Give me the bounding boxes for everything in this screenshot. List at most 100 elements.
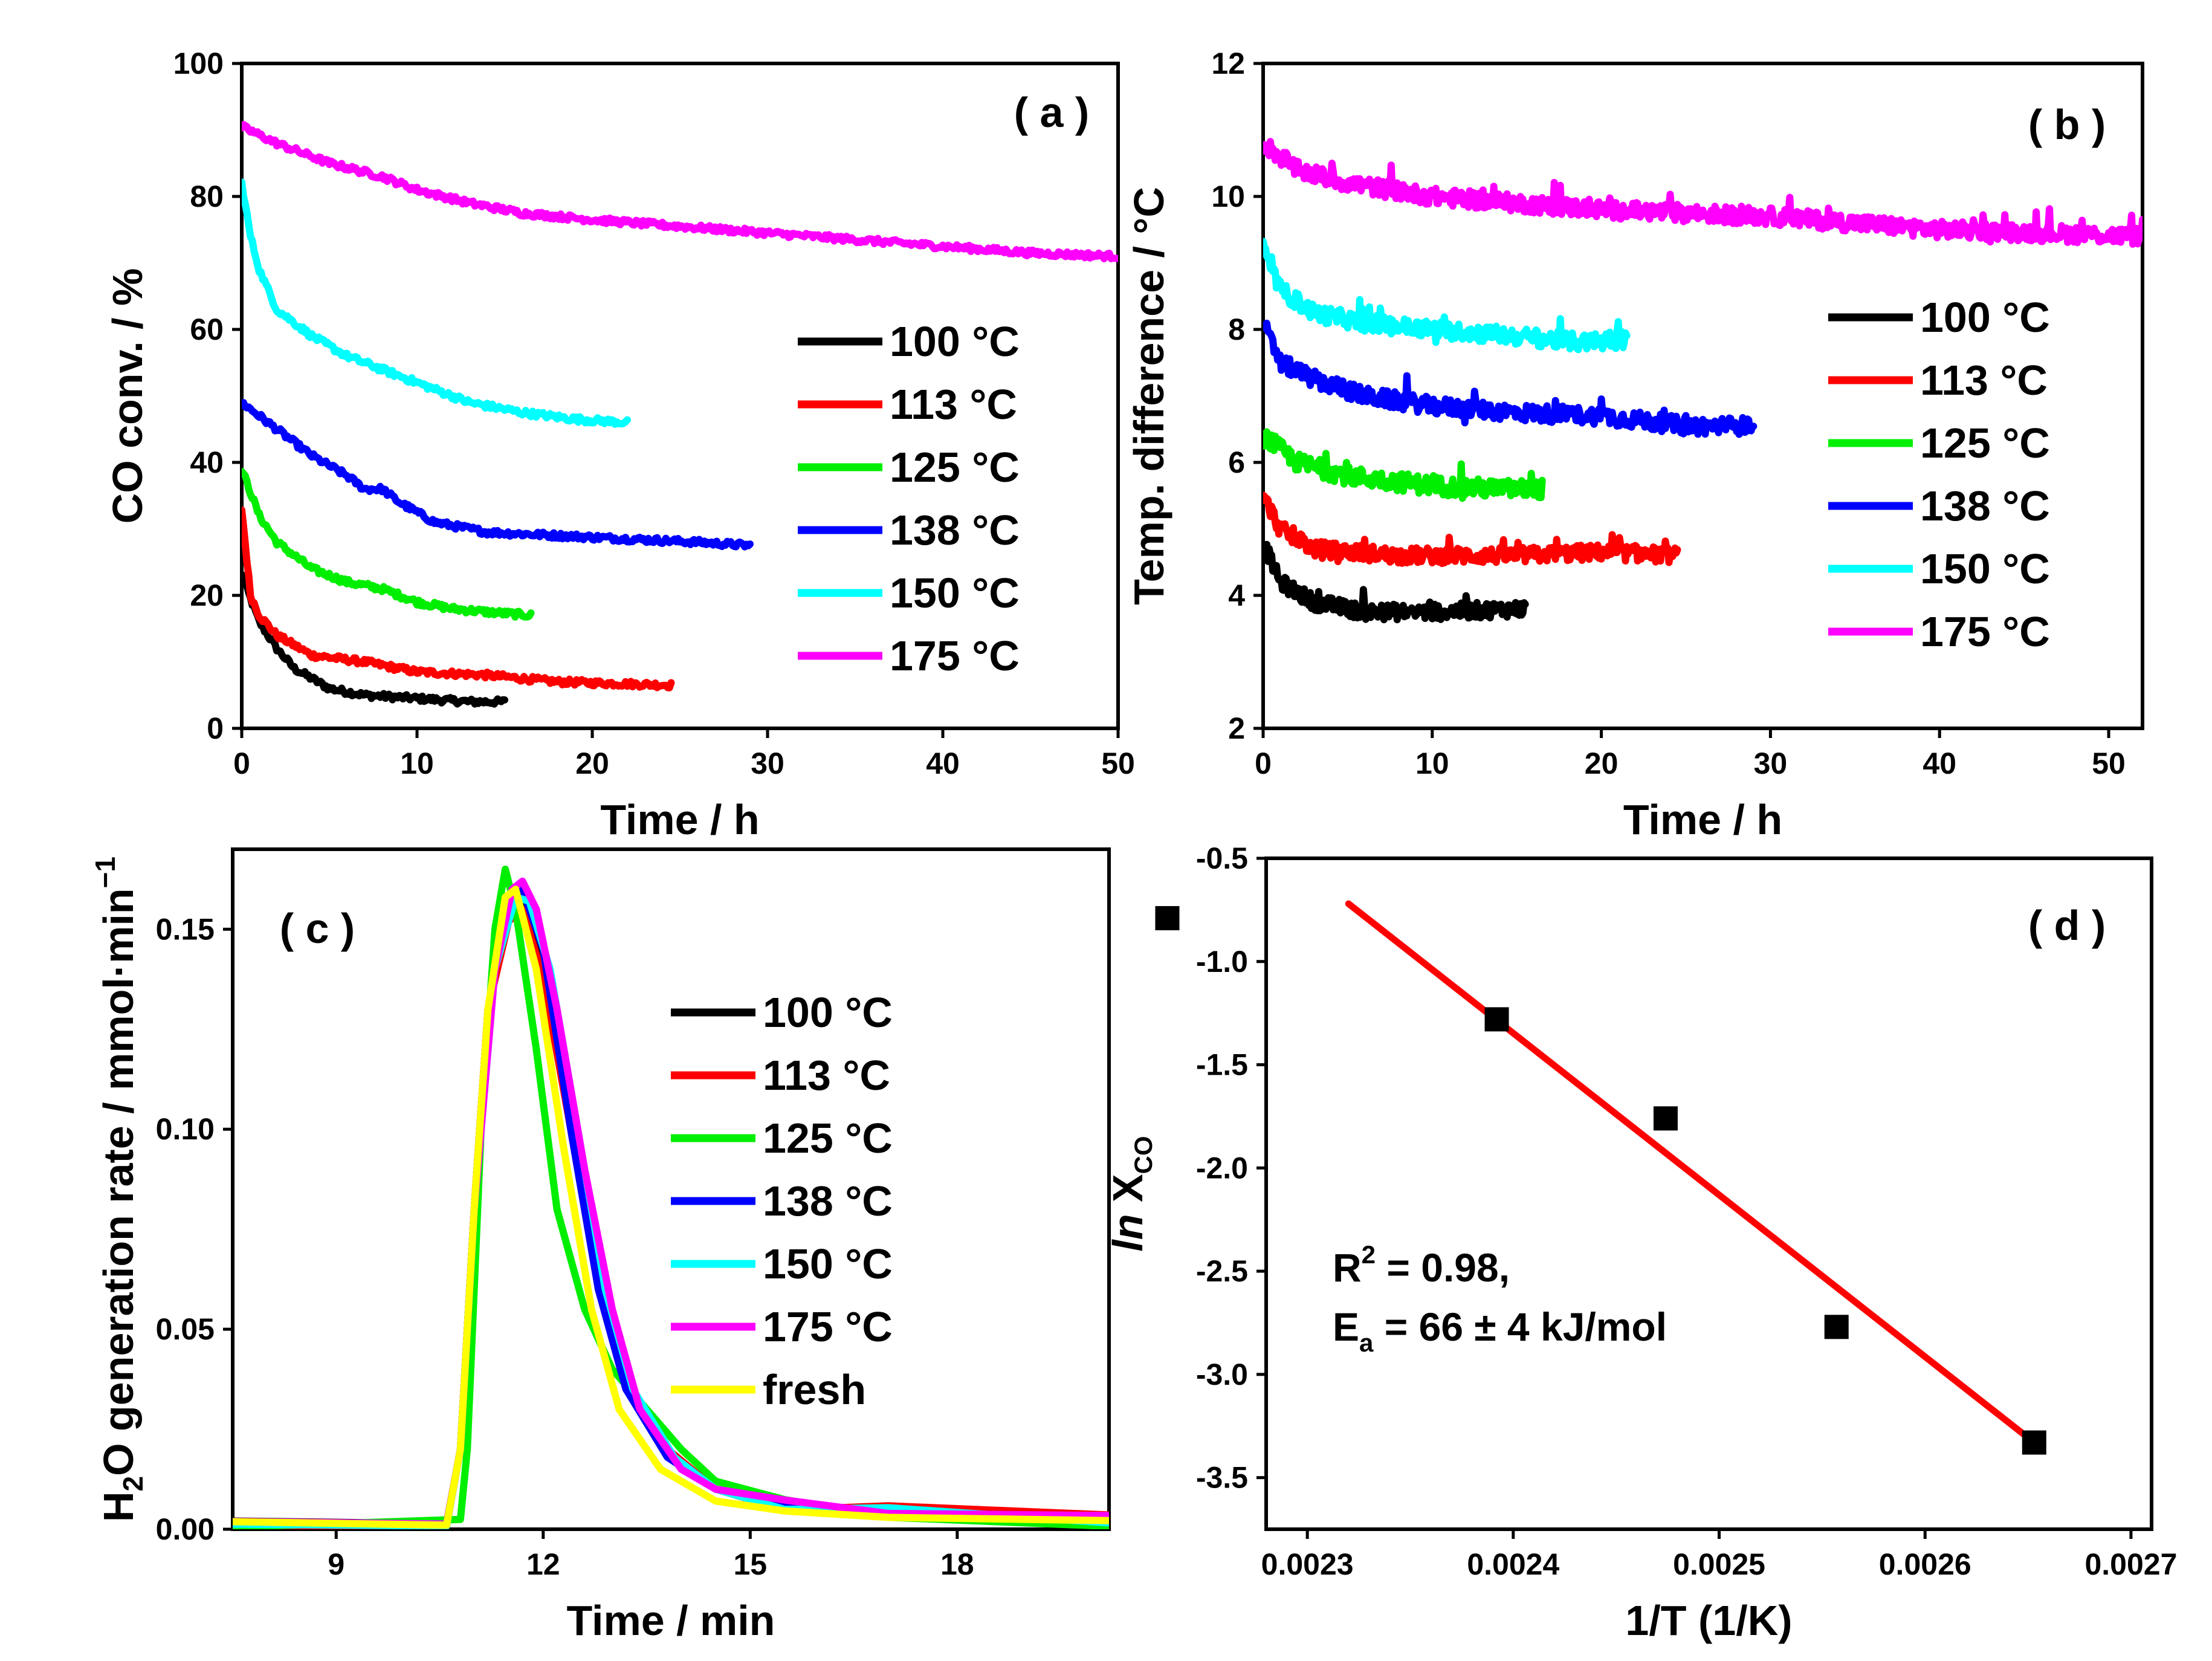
y-axis-title-d: ln XCO	[1104, 1136, 1157, 1251]
panel-b: 0 10 20 30 40 50 2 4 6 8 10 12 Time / h Temp. differe…	[1125, 47, 2144, 843]
x-axis-title-c: Time / min	[567, 1597, 775, 1644]
y-tick-label-d: -1.5	[1196, 1048, 1248, 1082]
x-tick-label-a: 0	[233, 746, 250, 780]
panel-a: 0 10 20 30 40 50 0 20 40 60 80 100 Time / h CO conv. …	[104, 47, 1135, 843]
legend-label-c-1: 113 °C	[763, 1052, 890, 1099]
panel-label-a: ( a )	[1014, 89, 1089, 136]
y-tick-label-d: -2.0	[1196, 1151, 1248, 1185]
legend-label-b-5: 175 °C	[1920, 608, 2050, 655]
legend-label-b-3: 138 °C	[1920, 482, 2050, 529]
legend-label-a-4: 150 °C	[890, 569, 1020, 617]
x-tick-label-b: 0	[1255, 746, 1272, 780]
annotation-r2: R2 = 0.98,	[1333, 1240, 1510, 1290]
data-point-4	[2022, 1430, 2046, 1455]
x-tick-label-d: 0.0027	[2084, 1547, 2177, 1581]
y-tick-label-d: -3.5	[1196, 1461, 1248, 1495]
panel-label-b: ( b )	[2028, 101, 2106, 148]
legend-label-c-4: 150 °C	[763, 1240, 893, 1287]
x-axis-title-d: 1/T (1/K)	[1625, 1597, 1792, 1644]
y-tick-label-c: 0.00	[156, 1512, 215, 1546]
series-line-b-1	[1263, 491, 1681, 568]
series-line-b-2	[1263, 428, 1546, 502]
x-tick-label-a: 30	[751, 746, 784, 780]
legend-label-c-3: 138 °C	[763, 1177, 893, 1225]
y-tick-label-b: 2	[1228, 711, 1245, 745]
y-tick-label-b: 12	[1211, 47, 1245, 80]
y-tick-label-c: 0.10	[156, 1112, 215, 1146]
x-tick-label-d: 0.0023	[1261, 1547, 1354, 1581]
x-tick-label-b: 30	[1754, 746, 1788, 780]
y-tick-label-d: -0.5	[1196, 841, 1248, 875]
series-line-a-3	[242, 399, 754, 551]
x-tick-label-a: 50	[1101, 746, 1135, 780]
legend-label-c-2: 125 °C	[763, 1115, 893, 1162]
panel-d: 0.0023 0.0024 0.0025 0.0026 0.0027 -3.5 -3.0 -2…	[1104, 841, 2177, 1644]
x-tick-label-d: 0.0024	[1467, 1547, 1559, 1581]
series-line-c-2	[233, 866, 1109, 1529]
series-line-a-1	[242, 506, 675, 691]
plot-frame-d	[1264, 856, 2153, 1531]
y-axis-title-a: CO conv. / %	[104, 268, 151, 524]
y-tick-label-b: 6	[1228, 445, 1245, 479]
y-tick-label-b: 4	[1228, 578, 1245, 612]
legend-label-c-5: 175 °C	[763, 1303, 893, 1350]
panel-label-c: ( c )	[280, 905, 355, 952]
series-line-b-3	[1263, 319, 1758, 438]
annotation-ea: Ea = 66 ± 4 kJ/mol	[1333, 1304, 1667, 1357]
legend-label-c-6: fresh	[763, 1366, 866, 1413]
x-tick-label-b: 20	[1585, 746, 1619, 780]
data-point-0	[1155, 906, 1180, 931]
y-tick-label-d: -2.5	[1196, 1254, 1248, 1288]
legend-label-b-1: 113 °C	[1920, 357, 2048, 404]
plot-frame-a	[240, 62, 1120, 730]
x-tick-label-c: 12	[526, 1547, 560, 1581]
y-tick-label-a: 20	[190, 578, 224, 612]
y-tick-label-d: -3.0	[1196, 1358, 1248, 1391]
x-tick-label-c: 18	[940, 1547, 974, 1581]
x-tick-label-b: 10	[1415, 746, 1449, 780]
y-tick-label-a: 60	[190, 312, 224, 346]
series-line-c-6	[233, 886, 1109, 1529]
y-tick-label-a: 100	[173, 47, 224, 80]
y-tick-label-c: 0.05	[156, 1312, 215, 1346]
x-tick-label-b: 40	[1923, 746, 1956, 780]
y-tick-label-a: 40	[190, 445, 224, 479]
legend-label-b-2: 125 °C	[1920, 419, 2050, 467]
series-line-c-3	[233, 886, 1109, 1529]
x-tick-label-c: 9	[328, 1547, 344, 1581]
series-line-a-0	[242, 571, 508, 708]
series-line-a-5	[242, 121, 1118, 262]
x-tick-label-c: 15	[733, 1547, 767, 1581]
plot-frame-c	[231, 847, 1111, 1531]
x-tick-label-a: 10	[400, 746, 434, 780]
x-tick-label-b: 50	[2092, 746, 2126, 780]
y-tick-label-a: 80	[190, 180, 224, 213]
series-line-b-5	[1263, 138, 2142, 248]
y-axis-title-c: H2O generation rate / mmol·min−1	[89, 856, 149, 1522]
legend-label-b-4: 150 °C	[1920, 545, 2050, 592]
x-tick-label-a: 20	[575, 746, 609, 780]
legend-label-a-0: 100 °C	[890, 318, 1020, 365]
y-tick-label-a: 0	[207, 711, 224, 745]
legend-label-a-3: 138 °C	[890, 507, 1020, 554]
legend-label-c-0: 100 °C	[763, 989, 893, 1036]
y-tick-label-b: 8	[1228, 312, 1245, 346]
legend-label-b-0: 100 °C	[1920, 294, 2050, 341]
y-tick-label-c: 0.15	[156, 912, 215, 946]
series-line-a-4	[242, 178, 631, 428]
y-tick-label-b: 10	[1211, 180, 1245, 213]
fit-line	[1345, 900, 2038, 1446]
series-line-a-2	[242, 468, 535, 621]
legend-label-a-1: 113 °C	[890, 381, 1017, 428]
data-point-2	[1653, 1106, 1678, 1131]
x-axis-title-a: Time / h	[600, 796, 759, 843]
series-line-b-4	[1263, 238, 1631, 354]
legend-label-a-2: 125 °C	[890, 444, 1020, 491]
legend-label-a-5: 175 °C	[890, 632, 1020, 679]
x-axis-title-b: Time / h	[1623, 796, 1782, 843]
y-axis-title-b: Temp. difference / °C	[1125, 187, 1172, 605]
y-tick-label-d: -1.0	[1196, 945, 1248, 979]
series-line-c-0	[233, 893, 1109, 1527]
x-tick-label-d: 0.0026	[1879, 1547, 1971, 1581]
